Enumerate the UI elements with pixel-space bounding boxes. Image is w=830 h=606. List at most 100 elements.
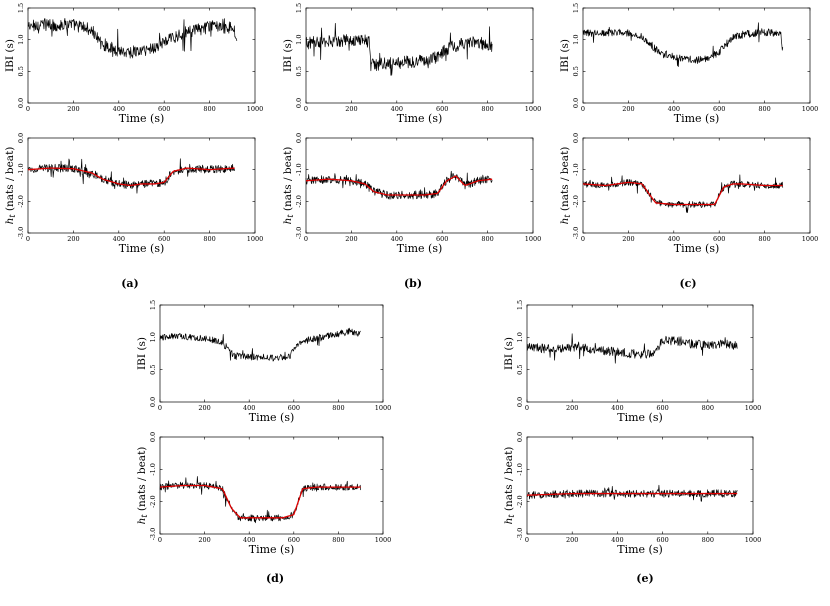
caption-d: (d) (266, 572, 284, 585)
panel-d-bottom-xtick-label: 600 (288, 536, 300, 544)
panel-a-top-xtick-label: 600 (158, 105, 170, 113)
panel-a-bottom-xtick-label: 1000 (247, 235, 264, 243)
panel-e-top-ytick-label: 1.5 (516, 300, 524, 310)
panel-b-top-ylabel: IBI (s) (282, 39, 294, 72)
panel-e-top-series-signal-line (526, 333, 738, 364)
panel-d-top-xtick-label: 1000 (375, 404, 392, 412)
panel-c-top-xtick-label: 1000 (802, 105, 819, 113)
panel-b-bottom-xtick-label: 800 (481, 235, 493, 243)
panel-a-bottom-xtick-label: 800 (203, 235, 215, 243)
panel-c-top-plot: 0 200 400 600 800 1000 0.0 0.5 1.0 1.5 Time (s) IBI… (559, 3, 818, 125)
panel-d-bottom-xlabel: Time (s) (249, 543, 295, 556)
panel-e-bottom-ytick-label: -2.0 (516, 495, 524, 508)
panel-c-bottom-xtick-label: 1000 (802, 235, 819, 243)
panel-b-top-xtick-label: 0 (304, 105, 308, 113)
panel-e-bottom-frame (526, 436, 754, 535)
panel-c-top-xtick-label: 400 (668, 105, 680, 113)
panel-c-bottom-xtick-label: 0 (581, 235, 585, 243)
panel-d-bottom-xtick-label: 200 (198, 536, 210, 544)
panel-b-top-xtick-label: 1000 (525, 105, 542, 113)
panel-c-bottom-ytick-label: 0.0 (572, 133, 580, 143)
panel-d-bottom-plot: 0 200 400 600 800 1000 0.0 -1.0 -2.0 -3.0 Time (s)… (136, 432, 391, 556)
panel-b-bottom-ylabel: ht (nats / beat) (282, 147, 295, 225)
panel-d-bottom-ytick-label: -3.0 (149, 528, 157, 541)
panel-b-top-plot: 0 200 400 600 800 1000 0.0 0.5 1.0 1.5 Time (s) IBI… (282, 3, 541, 125)
panel-d-top-xtick-label: 600 (288, 404, 300, 412)
panel-b-bottom-series-smoothed-line (305, 175, 493, 196)
panel-c-top-ytick-label: 1.0 (572, 34, 580, 44)
panel-c-top-ylabel: IBI (s) (559, 39, 571, 72)
panel-b-top-series-signal-line (305, 22, 493, 76)
panel-a-top-xtick-label: 200 (67, 105, 79, 113)
panel-c-top-frame (582, 7, 811, 104)
panel-b-bottom-xtick-label: 600 (436, 235, 448, 243)
panel-b-top-xtick-label: 800 (481, 105, 493, 113)
panel-b-top-ytick-label: 1.0 (295, 34, 303, 44)
panel-a-top-ytick-label: 0.5 (17, 66, 25, 76)
panel-e-top-plot: 0 200 400 600 800 1000 0.0 0.5 1.0 1.5 Time (s) IBI… (503, 300, 761, 424)
panel-c-top-ytick-label: 0.5 (572, 66, 580, 76)
panel-a-bottom-series-smoothed-line (27, 167, 235, 187)
panel-b-bottom-xtick-label: 0 (304, 235, 308, 243)
panel-e-top-ylabel: IBI (s) (503, 337, 515, 370)
panel-e-top-xtick-label: 600 (656, 404, 668, 412)
panel-a-top-ytick-label: 1.5 (17, 3, 25, 13)
panel-a-bottom-xlabel: Time (s) (119, 242, 165, 255)
panel-a-top-frame (27, 7, 256, 104)
panel-b-bottom-ytick-label: -2.0 (295, 195, 303, 208)
panel-e-bottom-xtick-label: 400 (611, 536, 623, 544)
panel-b-bottom-plot: 0 200 400 600 800 1000 0.0 -1.0 -2.0 -3.0 Time (s)… (282, 133, 541, 255)
caption-e: (e) (636, 572, 653, 585)
panel-a-bottom-frame (27, 137, 256, 234)
panel-a-bottom-series-signal-line (27, 158, 235, 194)
panel-d-top-ytick-label: 0.5 (149, 364, 157, 374)
panel-b-bottom-xtick-label: 200 (345, 235, 357, 243)
panel-b-top-xtick-label: 600 (436, 105, 448, 113)
panel-d-bottom-frame (159, 436, 384, 535)
panel-a-top-ytick-label: 0.0 (17, 98, 25, 108)
panel-c-top-series-signal-line (582, 22, 784, 67)
panel-d-bottom-ylabel: ht (nats / beat) (136, 447, 149, 525)
panel-d-top-xtick-label: 800 (332, 404, 344, 412)
panel-e-bottom-xtick-label: 600 (656, 536, 668, 544)
panel-e-top-frame (526, 304, 754, 403)
panel-c-bottom-ytick-label: -3.0 (572, 227, 580, 240)
caption-c: (c) (679, 277, 696, 290)
caption-a: (a) (121, 277, 139, 290)
panel-a-bottom-xtick-label: 400 (113, 235, 125, 243)
panel-c-top-xtick-label: 800 (758, 105, 770, 113)
panel-d-bottom-series-smoothed-line (159, 484, 361, 519)
panel-b-bottom-ytick-label: -3.0 (295, 227, 303, 240)
panel-e-bottom-xtick-label: 200 (566, 536, 578, 544)
panel-d-top-plot: 0 200 400 600 800 1000 0.0 0.5 1.0 1.5 Time (s) IBI… (136, 300, 391, 424)
panel-e-top-xtick-label: 0 (525, 404, 529, 412)
panel-b-bottom-xlabel: Time (s) (397, 242, 443, 255)
panel-b-top-xlabel: Time (s) (397, 112, 443, 125)
panel-e-bottom-xtick-label: 1000 (745, 536, 762, 544)
panel-c-bottom-xtick-label: 400 (668, 235, 680, 243)
panel-a-bottom-ytick-label: -1.0 (17, 163, 25, 176)
panel-e-bottom-ytick-label: -3.0 (516, 528, 524, 541)
panel-d-top-ylabel: IBI (s) (136, 337, 148, 370)
panel-c-bottom-xtick-label: 600 (713, 235, 725, 243)
panel-d-top-xlabel: Time (s) (249, 411, 295, 424)
panel-d-bottom-xtick-label: 800 (332, 536, 344, 544)
panel-d-bottom-xtick-label: 400 (243, 536, 255, 544)
panel-d-bottom-xtick-label: 1000 (375, 536, 392, 544)
panel-a-top-xtick-label: 1000 (247, 105, 264, 113)
panel-d-top-ytick-label: 0.0 (149, 397, 157, 407)
panel-c-bottom-ytick-label: -1.0 (572, 163, 580, 176)
panel-b-bottom-ytick-label: -1.0 (295, 163, 303, 176)
panel-a-bottom-ytick-label: -3.0 (17, 227, 25, 240)
panel-e-top-xtick-label: 400 (611, 404, 623, 412)
panel-c-bottom-ylabel: ht (nats / beat) (559, 147, 572, 225)
panel-c-top-ytick-label: 1.5 (572, 3, 580, 13)
panel-c-bottom-xtick-label: 800 (758, 235, 770, 243)
panel-c-bottom-xlabel: Time (s) (674, 242, 720, 255)
panel-d-bottom-xtick-label: 0 (158, 536, 162, 544)
panel-e-top-xtick-label: 200 (566, 404, 578, 412)
panel-c-top-xtick-label: 600 (713, 105, 725, 113)
panel-c-bottom-plot: 0 200 400 600 800 1000 0.0 -1.0 -2.0 -3.0 Time (s)… (559, 133, 818, 255)
panel-c-bottom-series-smoothed-line (582, 181, 783, 206)
